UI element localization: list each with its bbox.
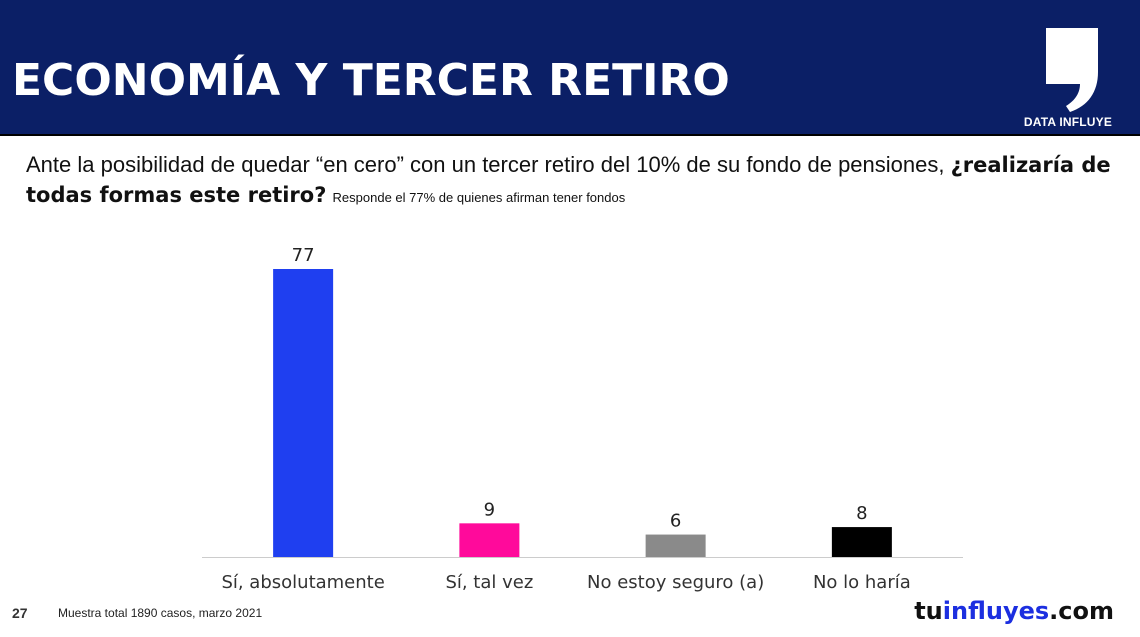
category-label-3: No lo haría (813, 572, 911, 593)
site-suffix: .com (1049, 597, 1114, 625)
sample-note: Muestra total 1890 casos, marzo 2021 (58, 606, 263, 620)
question-text: Ante la posibilidad de quedar “en cero” … (26, 150, 1116, 212)
bar-0 (273, 269, 334, 557)
site-prefix: tu (914, 597, 943, 625)
question-note: Responde el 77% de quienes afirman tener… (332, 190, 626, 205)
question-lead: Ante la posibilidad de quedar “en cero” … (26, 152, 951, 177)
site-accent: influyes (942, 597, 1050, 625)
bar-3 (831, 527, 892, 557)
data-label-2: 6 (670, 511, 681, 532)
category-label-2: No estoy seguro (a) (587, 572, 764, 593)
comma-logo-icon (1046, 28, 1098, 112)
data-label-1: 9 (484, 499, 495, 520)
page-title: ECONOMÍA Y TERCER RETIRO (12, 55, 730, 106)
page-number: 27 (12, 605, 28, 621)
question-bold: ¿realizaría de todas formas este retiro? (26, 153, 1111, 207)
brand-label: DATA INFLUYE (1023, 115, 1113, 129)
bar-2 (645, 534, 706, 557)
header-divider (0, 134, 1140, 136)
category-label-0: Sí, absolutamente (221, 572, 384, 593)
bar-1 (459, 523, 520, 557)
site-logo: tuinfluyes.com (914, 597, 1114, 625)
data-label-3: 8 (856, 503, 867, 524)
header-banner: ECONOMÍA Y TERCER RETIRO DATA INFLUYE (0, 0, 1140, 134)
data-label-0: 77 (292, 245, 315, 266)
category-label-1: Sí, tal vez (445, 572, 533, 593)
